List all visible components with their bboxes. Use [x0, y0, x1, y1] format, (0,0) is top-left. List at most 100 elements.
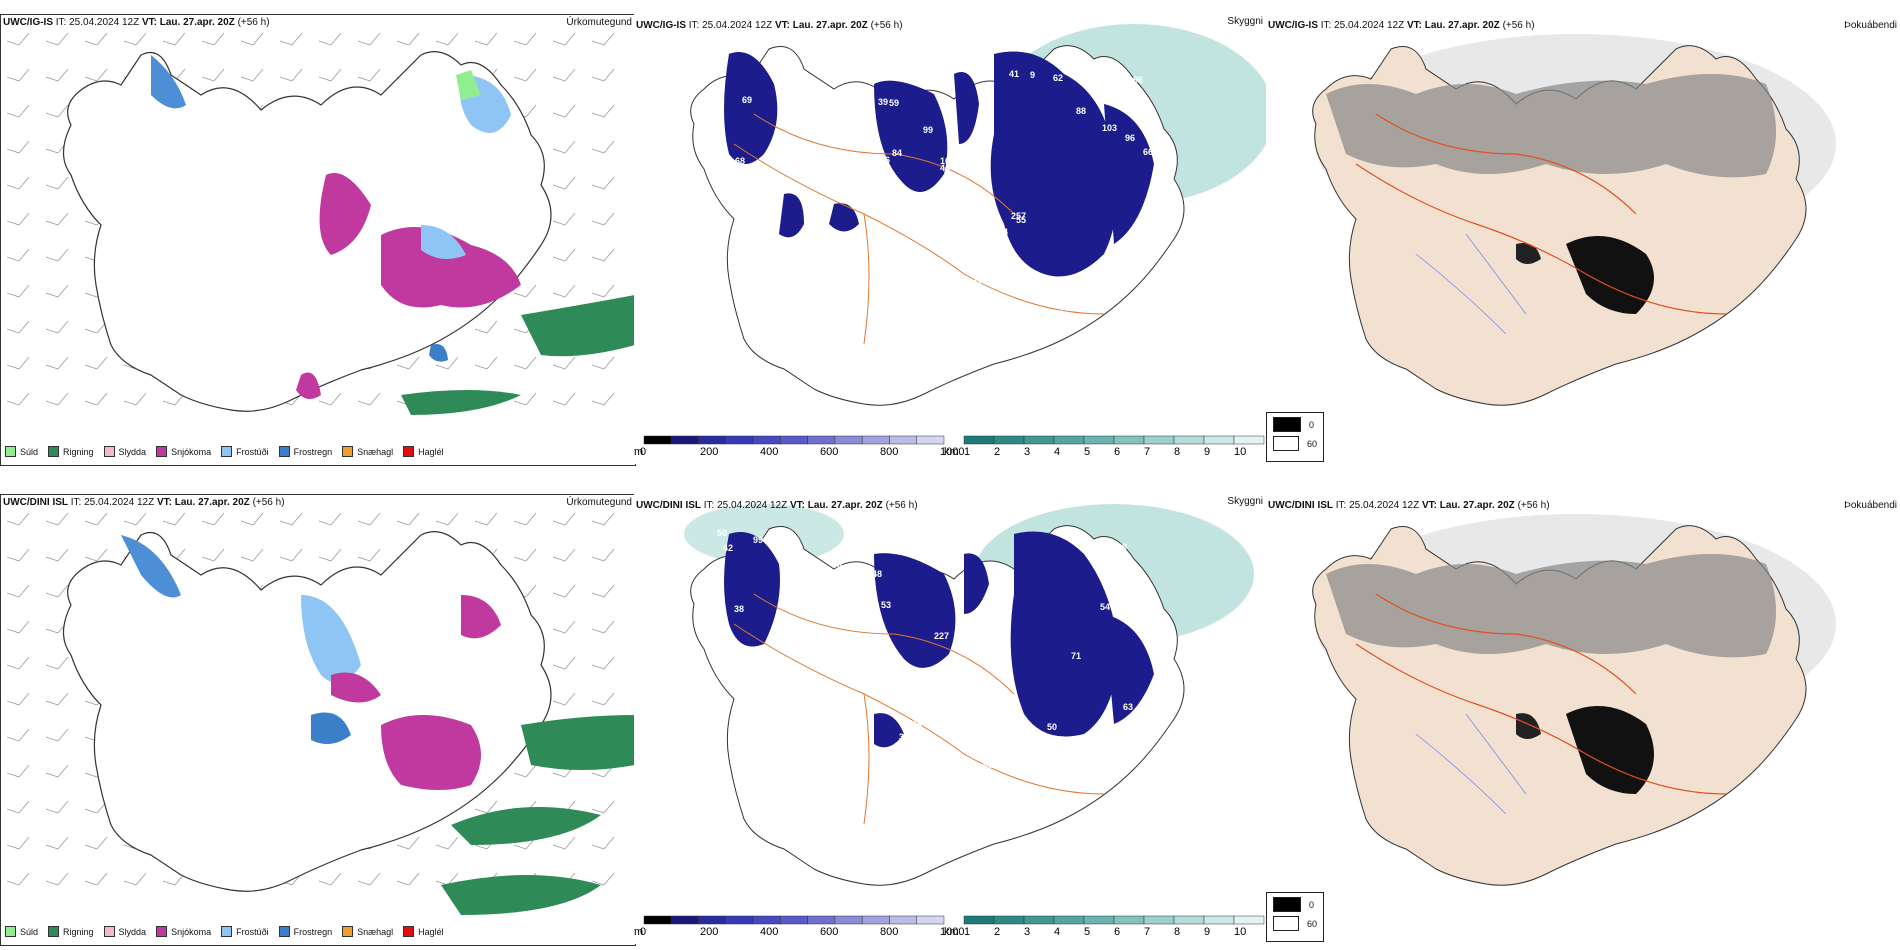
- colorbar-km-cell: [993, 915, 1025, 925]
- cloud-height-label: 47: [1014, 719, 1024, 729]
- cloud-height-label: 352: [801, 247, 816, 257]
- wind-barb: [552, 512, 576, 526]
- wind-barb: [591, 656, 615, 670]
- wind-barb: [45, 212, 69, 226]
- wind-barb: [513, 32, 537, 46]
- precip-legend-item: Rigning: [48, 446, 94, 457]
- wind-barb: [435, 836, 459, 850]
- cloud-height-label: 70: [1060, 303, 1070, 313]
- wind-barb: [513, 512, 537, 526]
- wind-barb: [84, 872, 108, 886]
- fog-panel-top: UWC/IG-IS IT: 25.04.2024 12Z VT: Lau. 27…: [1266, 14, 1900, 464]
- wind-barb: [552, 284, 576, 298]
- wind-barb: [201, 68, 225, 82]
- wind-barb: [591, 356, 615, 370]
- cloud-height-label: 13: [957, 56, 967, 66]
- cloud-height-label: 43: [798, 98, 808, 108]
- wind-barb: [45, 548, 69, 562]
- cloud-height-label: 42: [723, 543, 733, 553]
- wind-barb: [591, 584, 615, 598]
- legend-swatch: [5, 446, 16, 457]
- wind-barb: [396, 836, 420, 850]
- fog-legend-bottom: 0 60: [1266, 892, 1324, 942]
- cloud-height-label: 53: [757, 308, 767, 318]
- wind-barb: [591, 176, 615, 190]
- colorbar-km-tick: 4: [1054, 926, 1060, 938]
- wind-barb: [6, 32, 30, 46]
- legend-label: Snjókoma: [171, 926, 212, 937]
- precip-legend-item: Súld: [5, 446, 38, 457]
- wind-barb: [6, 692, 30, 706]
- wind-barb: [6, 548, 30, 562]
- wind-barb: [84, 68, 108, 82]
- cloud-height-label: 187: [799, 300, 814, 310]
- wind-barb: [591, 284, 615, 298]
- colorbar-km-tick: 9: [1204, 446, 1210, 458]
- colorbar-km-cell: [1233, 915, 1265, 925]
- legend-swatch: [221, 446, 233, 457]
- cloud-height-label: 96: [1125, 133, 1135, 143]
- cloud-height-label: 75: [859, 63, 869, 73]
- precip-panel-label-bottom: Úrkomutegund: [566, 497, 632, 508]
- colorbar-km-cell: [1203, 435, 1235, 445]
- precip-legend-top: Súld Rigning Slydda Snjókoma Frostúði Frostre…: [5, 446, 444, 457]
- cloud-height-label: 63: [719, 798, 729, 808]
- cloud-height-label: 53: [881, 600, 891, 610]
- colorbar-m-cell: [807, 915, 836, 925]
- cloud-title-top: UWC/IG-IS IT: 25.04.2024 12Z VT: Lau. 27…: [636, 20, 903, 31]
- wind-barb: [552, 68, 576, 82]
- cloud-height-label: 46: [880, 155, 890, 165]
- precip-legend-bottom: Súld Rigning Slydda Snjókoma Frostúði Frostre…: [5, 926, 444, 937]
- fog-legend-top: 0 60: [1266, 412, 1324, 462]
- wind-barb: [591, 140, 615, 154]
- colorbar-km-cell: [1053, 435, 1085, 445]
- legend-label: Frostregn: [293, 446, 333, 457]
- wind-barb: [357, 512, 381, 526]
- wind-barb: [45, 872, 69, 886]
- wind-barb: [45, 512, 69, 526]
- wind-barb: [123, 32, 147, 46]
- wind-barb: [123, 392, 147, 406]
- colorbar-m-tick: 200: [700, 926, 718, 938]
- wind-barb: [201, 512, 225, 526]
- cloud-height-label: 62: [982, 213, 992, 223]
- cloud-height-label: 39: [878, 97, 888, 107]
- cloud-height-label: 64: [805, 169, 815, 179]
- legend-label: Slydda: [118, 926, 147, 937]
- cloud-height-label: 109: [801, 594, 816, 604]
- rivers: [1415, 713, 1527, 815]
- cloud-height-label: 50: [810, 804, 820, 814]
- wind-barb: [45, 104, 69, 118]
- legend-swatch: [48, 446, 60, 457]
- colorbar-m-cell: [671, 435, 699, 445]
- colorbar-m-cell: [780, 435, 808, 445]
- precip-panel-top: UWC/IG-IS IT: 25.04.2024 12Z VT: Lau. 27…: [0, 14, 636, 466]
- wind-barb: [6, 212, 30, 226]
- cloud-height-label: 68: [735, 156, 745, 166]
- fog-panel-label-top: Þokuábendi: [1844, 20, 1897, 31]
- cloud-height-label: 51: [880, 57, 890, 67]
- precip-panel-bottom: UWC/DINI ISL IT: 25.04.2024 12Z VT: Lau.…: [0, 494, 636, 946]
- cloud-height-label: 38: [734, 604, 744, 614]
- cloud-map-top: 75 68 41 56 61 53 39 99 54 56 63 44 59 75 55 69 51 66 62 10…: [690, 24, 1266, 406]
- cloud-height-label: 66: [804, 672, 814, 682]
- cloud-height-label: 85: [940, 666, 950, 676]
- wind-barb: [162, 32, 186, 46]
- precip-areas-top: [151, 55, 635, 415]
- cloud-height-labels-top: 75 68 41 56 61 53 39 99 54 56 63 44 59 75 55 69 51 66 62 10…: [710, 47, 1153, 332]
- colorbar-m-tick: 0: [640, 446, 646, 458]
- wind-barb: [279, 68, 303, 82]
- cloud-height-label: 66: [1143, 147, 1153, 157]
- wind-barb: [357, 68, 381, 82]
- colorbar-km-cell: [1143, 435, 1175, 445]
- wind-barb: [591, 212, 615, 226]
- iceland-outline: [62, 51, 552, 412]
- cloud-height-label: 44: [940, 163, 950, 173]
- wind-barb: [6, 392, 30, 406]
- cloud-height-label: 124: [783, 265, 798, 275]
- fog-title-top: UWC/IG-IS IT: 25.04.2024 12Z VT: Lau. 27…: [1268, 20, 1535, 31]
- wind-barb: [591, 512, 615, 526]
- precip-map-top: [6, 32, 635, 415]
- cloud-height-label: 58: [809, 733, 819, 743]
